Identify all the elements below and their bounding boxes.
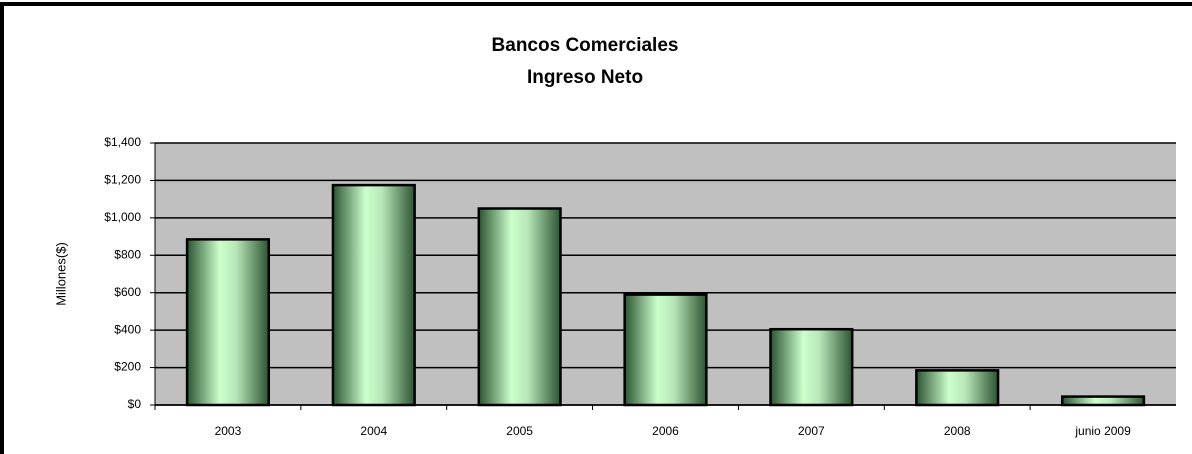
bar bbox=[623, 293, 708, 407]
x-tick-label: 2008 bbox=[944, 424, 971, 438]
y-tick-label: $1,000 bbox=[104, 210, 141, 224]
y-tick-label: $1,200 bbox=[104, 173, 141, 187]
y-tick-label: $1,400 bbox=[104, 135, 141, 149]
x-tick-label: 2003 bbox=[215, 424, 242, 438]
bar bbox=[185, 238, 271, 407]
bar bbox=[477, 207, 562, 407]
chart-title: Bancos Comerciales bbox=[492, 35, 679, 56]
chart-subtitle: Ingreso Neto bbox=[527, 67, 643, 88]
bar bbox=[1060, 395, 1146, 407]
bar bbox=[915, 369, 1000, 407]
x-tick-label: 2004 bbox=[360, 424, 387, 438]
x-tick-label: 2005 bbox=[506, 424, 533, 438]
bar bbox=[331, 183, 416, 407]
x-tick-label: junio 2009 bbox=[1074, 424, 1131, 438]
y-axis-label: Millones($) bbox=[53, 242, 68, 306]
bar bbox=[769, 327, 854, 407]
y-tick-label: $200 bbox=[114, 360, 141, 374]
y-tick-label: $0 bbox=[128, 397, 142, 411]
y-tick-label: $400 bbox=[114, 322, 141, 336]
x-tick-label: 2006 bbox=[652, 424, 679, 438]
y-tick-label: $800 bbox=[114, 247, 141, 261]
y-tick-label: $600 bbox=[114, 285, 141, 299]
x-tick-label: 2007 bbox=[798, 424, 825, 438]
